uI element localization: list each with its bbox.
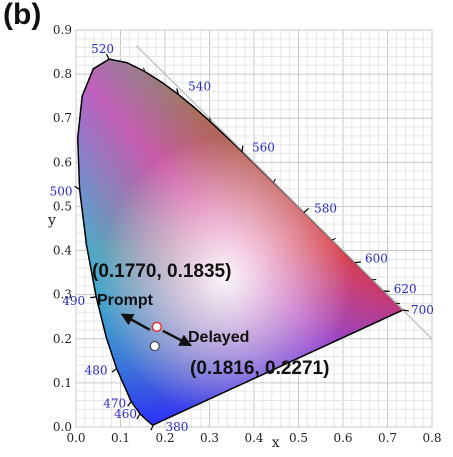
wavelength-label-600: 600 [365,252,388,266]
wavelength-label-580: 580 [314,201,337,215]
delayed-coord-label: (0.1816, 0.2271) [190,358,329,379]
y-tick-label: 0.3 [53,288,72,302]
x-tick-label: 0.1 [111,431,130,445]
x-tick-label: 0.4 [244,431,263,445]
x-tick-label: 0.6 [333,431,352,445]
x-tick-label: 0.2 [155,431,174,445]
x-tick-label: 0.0 [66,431,85,445]
locus-minor-tick [273,178,276,183]
y-tick-label: 0.2 [53,332,72,346]
locus-tick-380 [150,424,155,431]
y-tick-label: 0.0 [53,420,72,434]
locus-minor-tick [142,67,146,72]
wavelength-label-500: 500 [50,185,73,199]
wavelength-label-480: 480 [85,363,108,377]
x-axis-label: x [272,435,280,451]
y-axis-label: y [47,213,56,229]
x-tick-label: 0.8 [422,431,441,445]
wavelength-label-540: 540 [188,79,211,93]
panel-label: (b) [3,0,42,31]
wavelength-label-620: 620 [394,282,417,296]
locus-tick-700 [402,309,409,312]
wavelength-label-380: 380 [165,420,188,434]
prompt-arrow [120,313,151,331]
locus-tick-490 [90,296,97,299]
y-tick-label: 0.8 [53,67,72,81]
locus-minor-tick [354,261,360,264]
locus-tick-470 [127,401,132,407]
x-tick-label: 0.5 [289,431,308,445]
wavelength-label-520: 520 [91,42,114,56]
locus-minor-tick [176,90,179,95]
locus-minor-tick [241,147,244,152]
x-tick-label: 0.3 [200,431,219,445]
locus-ticks [74,53,409,431]
y-tick-label: 0.5 [53,199,72,213]
locus-minor-tick [303,209,308,213]
x-tick-labels: 0.0 0.1 0.2 0.3 0.4 0.5 0.6 0.7 0.8 [66,431,441,445]
wavelength-label-460: 460 [114,407,137,421]
wavelength-label-700: 700 [411,303,434,317]
wavelength-label-560: 560 [252,141,275,155]
y-tick-label: 0.1 [53,376,72,390]
wavelength-label-490: 490 [62,294,85,308]
diagonal-reference-line [135,44,433,340]
prompt-point [151,321,163,333]
prompt-coord-label: (0.1770, 0.1835) [92,261,231,282]
prompt-label: Prompt [97,292,154,309]
locus-minor-tick [331,237,336,241]
locus-minor-tick [106,55,110,60]
y-tick-labels: 0.0 0.1 0.2 0.3 0.4 0.5 0.6 0.7 0.8 0.9 [53,23,72,434]
x-tick-label: 0.7 [378,431,397,445]
delayed-label: Delayed [188,329,249,346]
locus-tick-460 [136,413,141,420]
y-tick-label: 0.7 [53,111,72,125]
y-tick-label: 0.4 [53,244,72,258]
locus-tick-500 [74,185,80,191]
delayed-point [149,340,160,352]
locus-tick-480 [111,368,118,373]
y-tick-label: 0.9 [53,23,72,37]
y-tick-label: 0.6 [53,155,72,169]
annotations: (0.1770, 0.1835) Prompt Delayed (0.1816, 0.… [92,261,329,379]
delayed-arrow [162,329,193,346]
wavelength-label-470: 470 [103,397,126,411]
